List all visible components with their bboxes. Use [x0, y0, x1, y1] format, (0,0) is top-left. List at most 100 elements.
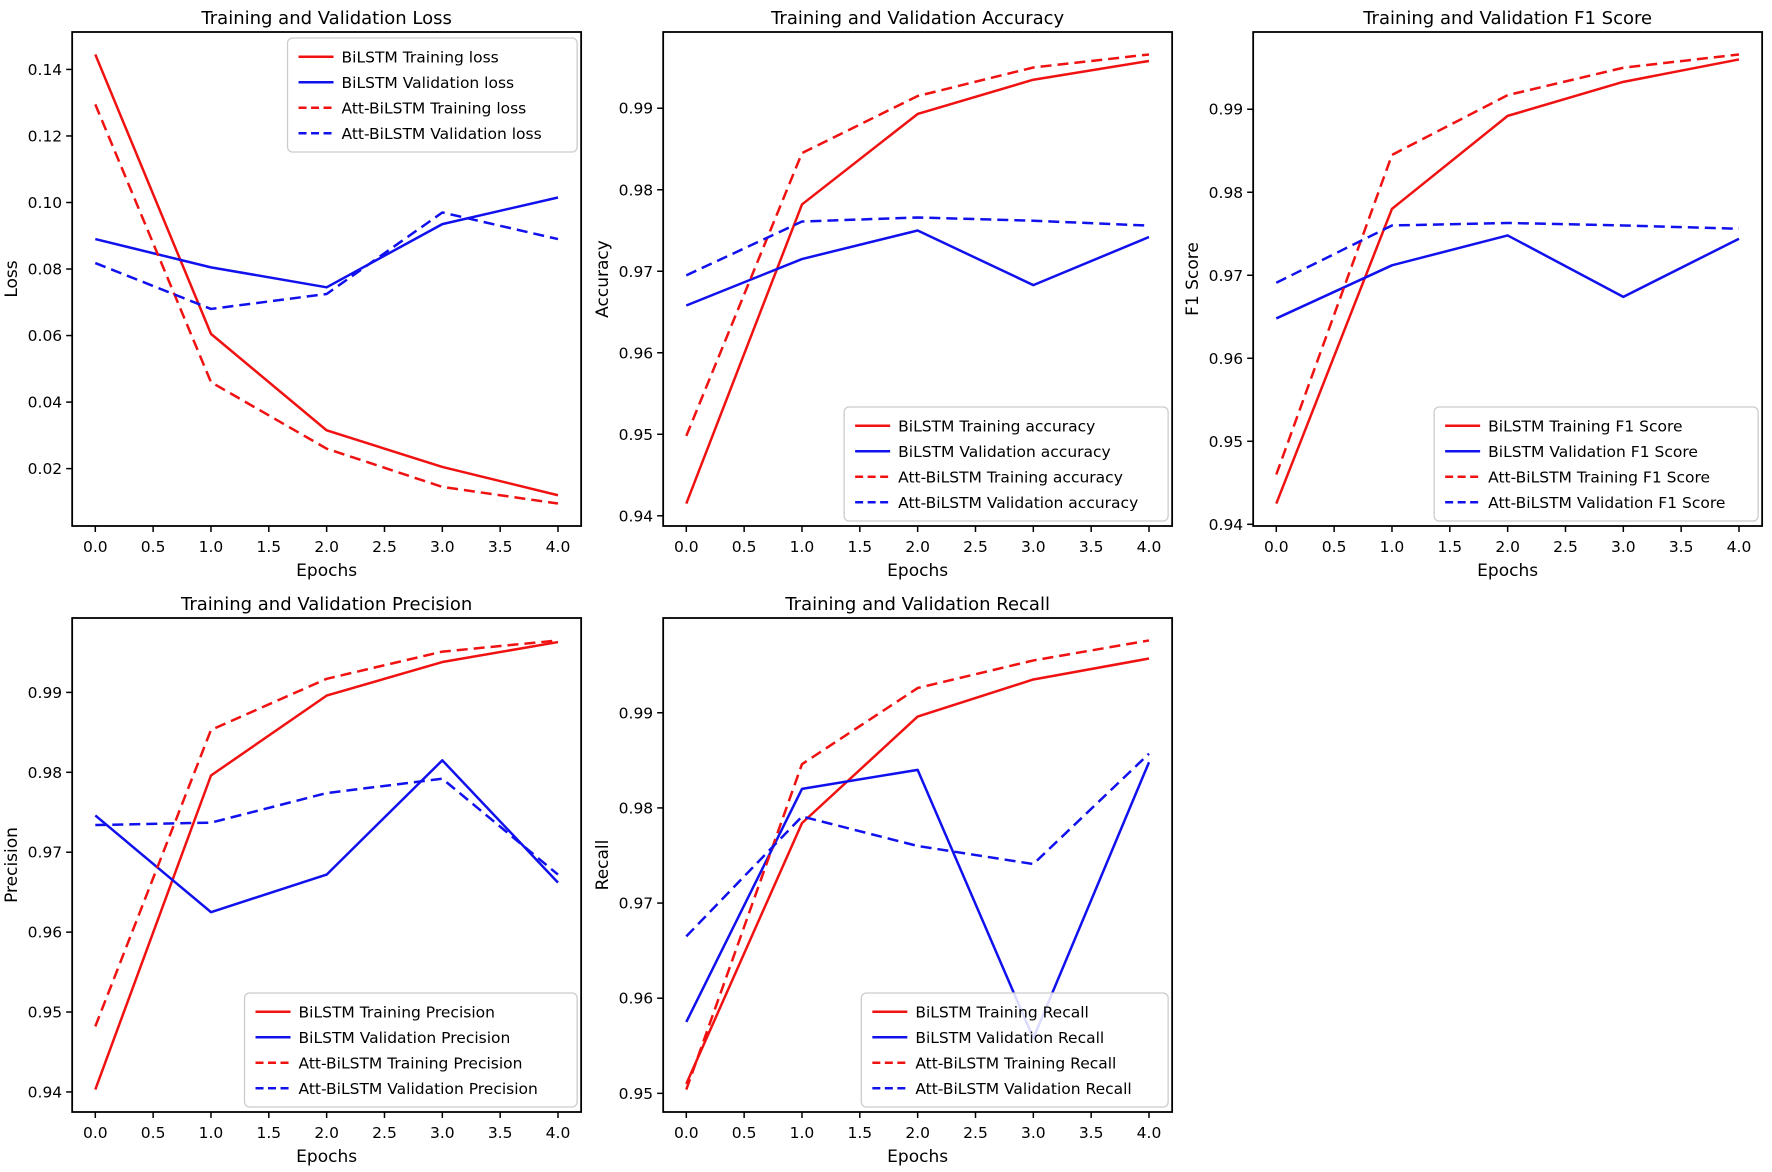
legend-label: Att-BiLSTM Training F1 Score	[1488, 468, 1710, 486]
series-line-att-bilstm-training-precision	[94, 639, 559, 1027]
legend-box	[1433, 406, 1759, 522]
legend-label: BiLSTM Training Recall	[915, 1003, 1089, 1021]
x-tick-label: 0.0	[674, 538, 699, 556]
series-line-bilstm-validation-accuracy	[685, 229, 1150, 307]
series-line-att-bilstm-training-recall	[685, 639, 1150, 1090]
y-tick-label: 0.02	[28, 460, 63, 478]
y-axis-label: Accuracy	[593, 240, 613, 318]
x-tick-label: 2.0	[905, 538, 930, 556]
y-tick-label: 0.94	[1209, 516, 1244, 534]
y-axis-label: Precision	[2, 827, 22, 903]
plot-border	[662, 31, 1174, 527]
series-line-bilstm-validation-recall	[685, 761, 1151, 1040]
x-tick-label: 1.5	[256, 1124, 281, 1142]
x-tick-label: 0.5	[1322, 538, 1347, 556]
y-tick-label: 0.96	[28, 924, 63, 942]
x-tick-label: 4.0	[1137, 1124, 1162, 1142]
x-tick-label: 0.0	[83, 1124, 108, 1142]
series-line-bilstm-validation-precision	[94, 759, 559, 914]
x-tick-label: 3.0	[430, 538, 455, 556]
x-tick-label: 1.5	[847, 1124, 872, 1142]
series-line-att-bilstm-training-loss	[94, 103, 559, 505]
legend-label: BiLSTM Training loss	[342, 48, 499, 66]
legend-label: BiLSTM Validation Recall	[915, 1029, 1104, 1047]
x-tick-label: 2.0	[905, 1124, 930, 1142]
x-tick-label: 2.5	[1553, 538, 1578, 556]
y-tick-label: 0.95	[619, 1085, 654, 1103]
x-tick-label: 4.0	[1727, 538, 1752, 556]
legend-label: BiLSTM Validation loss	[342, 74, 515, 92]
series-line-bilstm-training-recall	[685, 657, 1150, 1085]
legend-label: Att-BiLSTM Validation Recall	[915, 1080, 1131, 1098]
x-tick-label: 3.0	[1611, 538, 1636, 556]
x-axis-label: Epochs	[296, 1147, 357, 1167]
x-axis-label: Epochs	[887, 1147, 948, 1167]
legend-label: BiLSTM Training Precision	[299, 1003, 495, 1021]
legend-label: BiLSTM Validation F1 Score	[1488, 443, 1698, 461]
x-tick-label: 4.0	[1137, 538, 1162, 556]
x-tick-label: 2.0	[314, 538, 339, 556]
chart-precision: Training and Validation Precision Epochs P…	[2, 594, 583, 1167]
plot-border	[71, 617, 583, 1113]
series-line-bilstm-validation-loss	[95, 196, 559, 289]
y-tick-label: 0.98	[619, 799, 654, 817]
x-tick-label: 0.5	[732, 1124, 757, 1142]
y-tick-label: 0.99	[1209, 101, 1244, 119]
legend-label: BiLSTM Validation accuracy	[898, 443, 1111, 461]
x-tick-label: 2.5	[372, 1124, 397, 1142]
legend-label: Att-BiLSTM Validation loss	[342, 125, 542, 143]
chart-title: Training and Validation Loss	[200, 8, 451, 29]
y-tick-label: 0.99	[619, 704, 654, 722]
x-tick-label: 3.5	[1669, 538, 1694, 556]
x-tick-label: 1.5	[256, 538, 281, 556]
series-line-bilstm-training-accuracy	[685, 59, 1150, 504]
x-tick-label: 1.5	[847, 538, 872, 556]
y-tick-label: 0.94	[619, 507, 654, 525]
y-axis-label: F1 Score	[1183, 242, 1203, 316]
legend: BiLSTM Training Precision BiLSTM Validati…	[243, 992, 578, 1108]
y-tick-label: 0.97	[619, 263, 654, 281]
x-tick-label: 0.0	[1264, 538, 1289, 556]
y-tick-label: 0.96	[619, 344, 654, 362]
x-tick-label: 3.0	[430, 1124, 455, 1142]
y-tick-label: 0.14	[28, 61, 63, 79]
legend-label: Att-BiLSTM Training loss	[342, 99, 527, 117]
y-axis-label: Recall	[593, 840, 613, 891]
x-tick-label: 1.0	[1380, 538, 1405, 556]
legend-box	[243, 992, 578, 1108]
x-axis-label: Epochs	[296, 561, 357, 581]
y-tick-label: 0.98	[1209, 184, 1244, 202]
x-tick-label: 3.0	[1021, 1124, 1046, 1142]
chart-recall: Training and Validation Recall Epochs Reca…	[593, 594, 1174, 1167]
y-tick-label: 0.08	[28, 261, 63, 279]
y-tick-label: 0.98	[619, 181, 654, 199]
x-tick-label: 3.5	[488, 1124, 513, 1142]
x-tick-label: 2.0	[314, 1124, 339, 1142]
x-tick-label: 1.5	[1437, 538, 1462, 556]
chart-f1-score: Training and Validation F1 Score Epochs F1…	[1183, 8, 1764, 581]
x-tick-label: 1.0	[790, 1124, 815, 1142]
legend-box	[860, 992, 1169, 1108]
legend: BiLSTM Training loss BiLSTM Validation lo…	[286, 37, 578, 153]
legend: BiLSTM Training F1 Score BiLSTM Validatio…	[1433, 406, 1759, 522]
x-tick-label: 0.5	[141, 1124, 166, 1142]
y-tick-label: 0.95	[1209, 433, 1244, 451]
x-tick-label: 0.5	[141, 538, 166, 556]
chart-loss: Training and Validation Loss Epochs Loss 0.…	[2, 8, 583, 581]
x-tick-label: 0.0	[674, 1124, 699, 1142]
x-tick-label: 0.5	[732, 538, 757, 556]
legend-label: BiLSTM Training accuracy	[898, 417, 1095, 435]
legend-label: BiLSTM Training F1 Score	[1488, 417, 1682, 435]
series-line-att-bilstm-validation-loss	[94, 211, 559, 311]
y-tick-label: 0.95	[619, 426, 654, 444]
plot-border	[1252, 31, 1764, 527]
x-tick-label: 3.5	[1079, 538, 1104, 556]
legend-label: Att-BiLSTM Validation Precision	[299, 1080, 538, 1098]
legend: BiLSTM Training Recall BiLSTM Validation …	[860, 992, 1169, 1108]
series-line-bilstm-training-loss	[94, 53, 559, 497]
x-tick-label: 3.5	[1079, 1124, 1104, 1142]
x-tick-label: 1.0	[199, 1124, 224, 1142]
y-tick-label: 0.10	[28, 194, 63, 212]
chart-title: Training and Validation Recall	[784, 594, 1050, 615]
x-tick-label: 0.0	[83, 538, 108, 556]
